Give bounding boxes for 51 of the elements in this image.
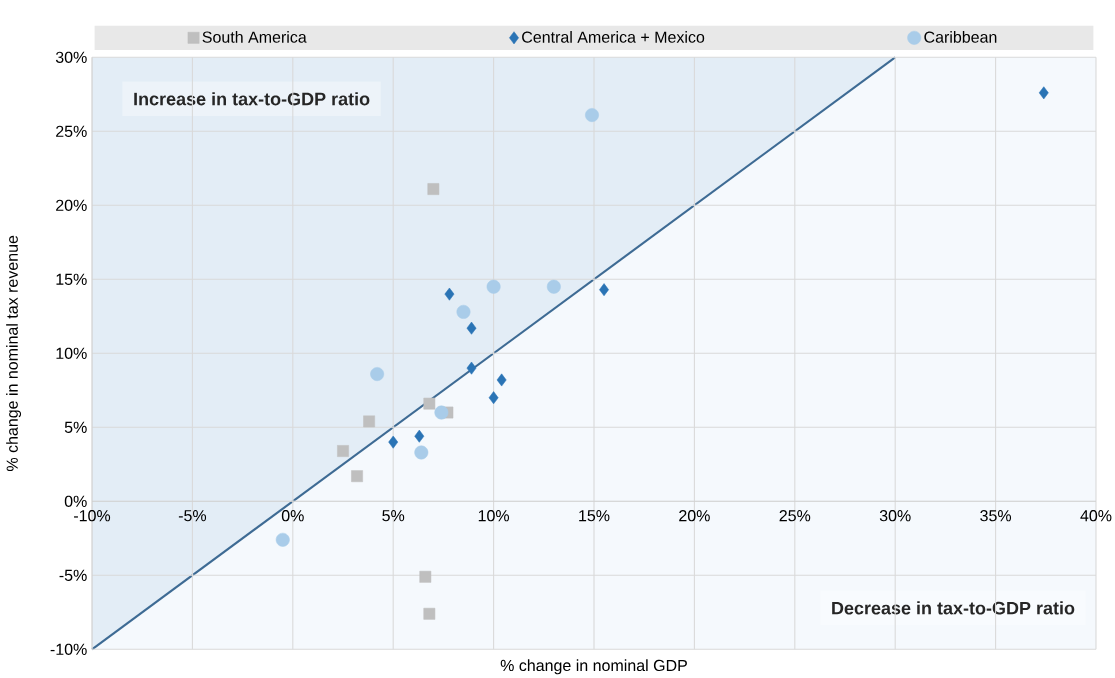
point bbox=[388, 435, 399, 449]
point bbox=[466, 361, 477, 375]
y-tick-label: 5% bbox=[64, 421, 87, 433]
point bbox=[585, 108, 599, 122]
legend-label: Caribbean bbox=[924, 31, 997, 43]
x-axis-title: % change in nominal GDP bbox=[500, 659, 687, 675]
y-tick-label: -5% bbox=[59, 569, 87, 581]
x-tick-label: -5% bbox=[178, 510, 207, 522]
y-tick-label: -10% bbox=[50, 643, 87, 655]
x-tick-label: 25% bbox=[779, 510, 811, 522]
x-tick-label: 10% bbox=[478, 510, 510, 522]
x-tick-label: 0% bbox=[281, 510, 304, 522]
point bbox=[351, 470, 363, 483]
point bbox=[488, 391, 499, 405]
point bbox=[456, 304, 471, 319]
point bbox=[546, 279, 561, 294]
y-tick-label: 25% bbox=[56, 125, 87, 137]
x-tick-label: 20% bbox=[679, 510, 710, 522]
y-axis-title: % change in nominal tax revenue bbox=[6, 235, 22, 472]
point bbox=[370, 367, 385, 381]
annotation: Decrease in tax-to-GDP ratio bbox=[832, 601, 1075, 615]
point bbox=[414, 445, 429, 460]
y-tick-label: 30% bbox=[55, 51, 87, 63]
point bbox=[427, 183, 440, 195]
point bbox=[414, 429, 425, 443]
x-tick-label: 15% bbox=[579, 510, 610, 522]
legend-label: Central America + Mexico bbox=[522, 31, 705, 43]
x-tick-label: -10% bbox=[74, 510, 111, 522]
y-tick-label: 15% bbox=[56, 273, 87, 285]
point bbox=[1038, 86, 1049, 100]
y-tick-label: 0% bbox=[64, 495, 87, 507]
point bbox=[423, 397, 436, 410]
annotation: Increase in tax-to-GDP ratio bbox=[134, 92, 370, 106]
y-tick-label: 10% bbox=[56, 347, 87, 359]
y-tick-label: 20% bbox=[56, 199, 87, 211]
point bbox=[466, 321, 477, 335]
x-tick-label: 30% bbox=[879, 510, 911, 522]
x-tick-label: 40% bbox=[1080, 510, 1112, 522]
point bbox=[363, 415, 375, 428]
point bbox=[423, 607, 436, 620]
point bbox=[599, 283, 609, 297]
point bbox=[496, 373, 507, 387]
point bbox=[434, 405, 449, 420]
point bbox=[444, 287, 455, 301]
point bbox=[337, 445, 349, 457]
point bbox=[419, 570, 432, 583]
point bbox=[486, 279, 501, 294]
point bbox=[275, 532, 290, 547]
legend-label: South America bbox=[202, 31, 307, 43]
x-tick-label: 5% bbox=[382, 510, 405, 522]
x-tick-label: 35% bbox=[980, 510, 1012, 522]
